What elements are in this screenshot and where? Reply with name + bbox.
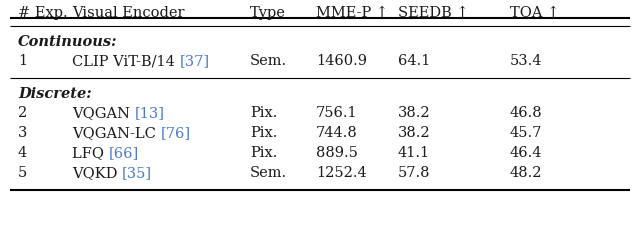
Text: 38.2: 38.2 (398, 126, 431, 140)
Text: 41.1: 41.1 (398, 146, 430, 160)
Text: Pix.: Pix. (250, 126, 277, 140)
Text: 46.4: 46.4 (510, 146, 543, 160)
Text: [37]: [37] (179, 54, 210, 68)
Text: Sem.: Sem. (250, 54, 287, 68)
Text: 57.8: 57.8 (398, 166, 431, 180)
Text: 53.4: 53.4 (510, 54, 543, 68)
Text: VQGAN: VQGAN (72, 106, 134, 120)
Text: 4: 4 (18, 146, 28, 160)
Text: Sem.: Sem. (250, 166, 287, 180)
Text: VQGAN-LC: VQGAN-LC (72, 126, 161, 140)
Text: 3: 3 (18, 126, 28, 140)
Text: 38.2: 38.2 (398, 106, 431, 120)
Text: Discrete:: Discrete: (18, 87, 92, 101)
Text: 5: 5 (18, 166, 28, 180)
Text: [76]: [76] (161, 126, 191, 140)
Text: CLIP ViT-B/14: CLIP ViT-B/14 (72, 54, 179, 68)
Text: MME-P ↑: MME-P ↑ (316, 6, 388, 20)
Text: SEEDB ↑: SEEDB ↑ (398, 6, 468, 20)
Text: TQA ↑: TQA ↑ (510, 6, 559, 20)
Text: Pix.: Pix. (250, 106, 277, 120)
Text: [13]: [13] (134, 106, 164, 120)
Text: VQKD: VQKD (72, 166, 122, 180)
Text: 64.1: 64.1 (398, 54, 430, 68)
Text: 48.2: 48.2 (510, 166, 543, 180)
Text: 1252.4: 1252.4 (316, 166, 367, 180)
Text: 46.8: 46.8 (510, 106, 543, 120)
Text: Continuous:: Continuous: (18, 35, 118, 49)
Text: LFQ: LFQ (72, 146, 109, 160)
Text: # Exp.: # Exp. (18, 6, 68, 20)
Text: 744.8: 744.8 (316, 126, 358, 140)
Text: [35]: [35] (122, 166, 152, 180)
Text: Pix.: Pix. (250, 146, 277, 160)
Text: [66]: [66] (109, 146, 139, 160)
Text: 1: 1 (18, 54, 27, 68)
Text: Visual Encoder: Visual Encoder (72, 6, 184, 20)
Text: 889.5: 889.5 (316, 146, 358, 160)
Text: 2: 2 (18, 106, 28, 120)
Text: 45.7: 45.7 (510, 126, 542, 140)
Text: 1460.9: 1460.9 (316, 54, 367, 68)
Text: 756.1: 756.1 (316, 106, 358, 120)
Text: Type: Type (250, 6, 286, 20)
